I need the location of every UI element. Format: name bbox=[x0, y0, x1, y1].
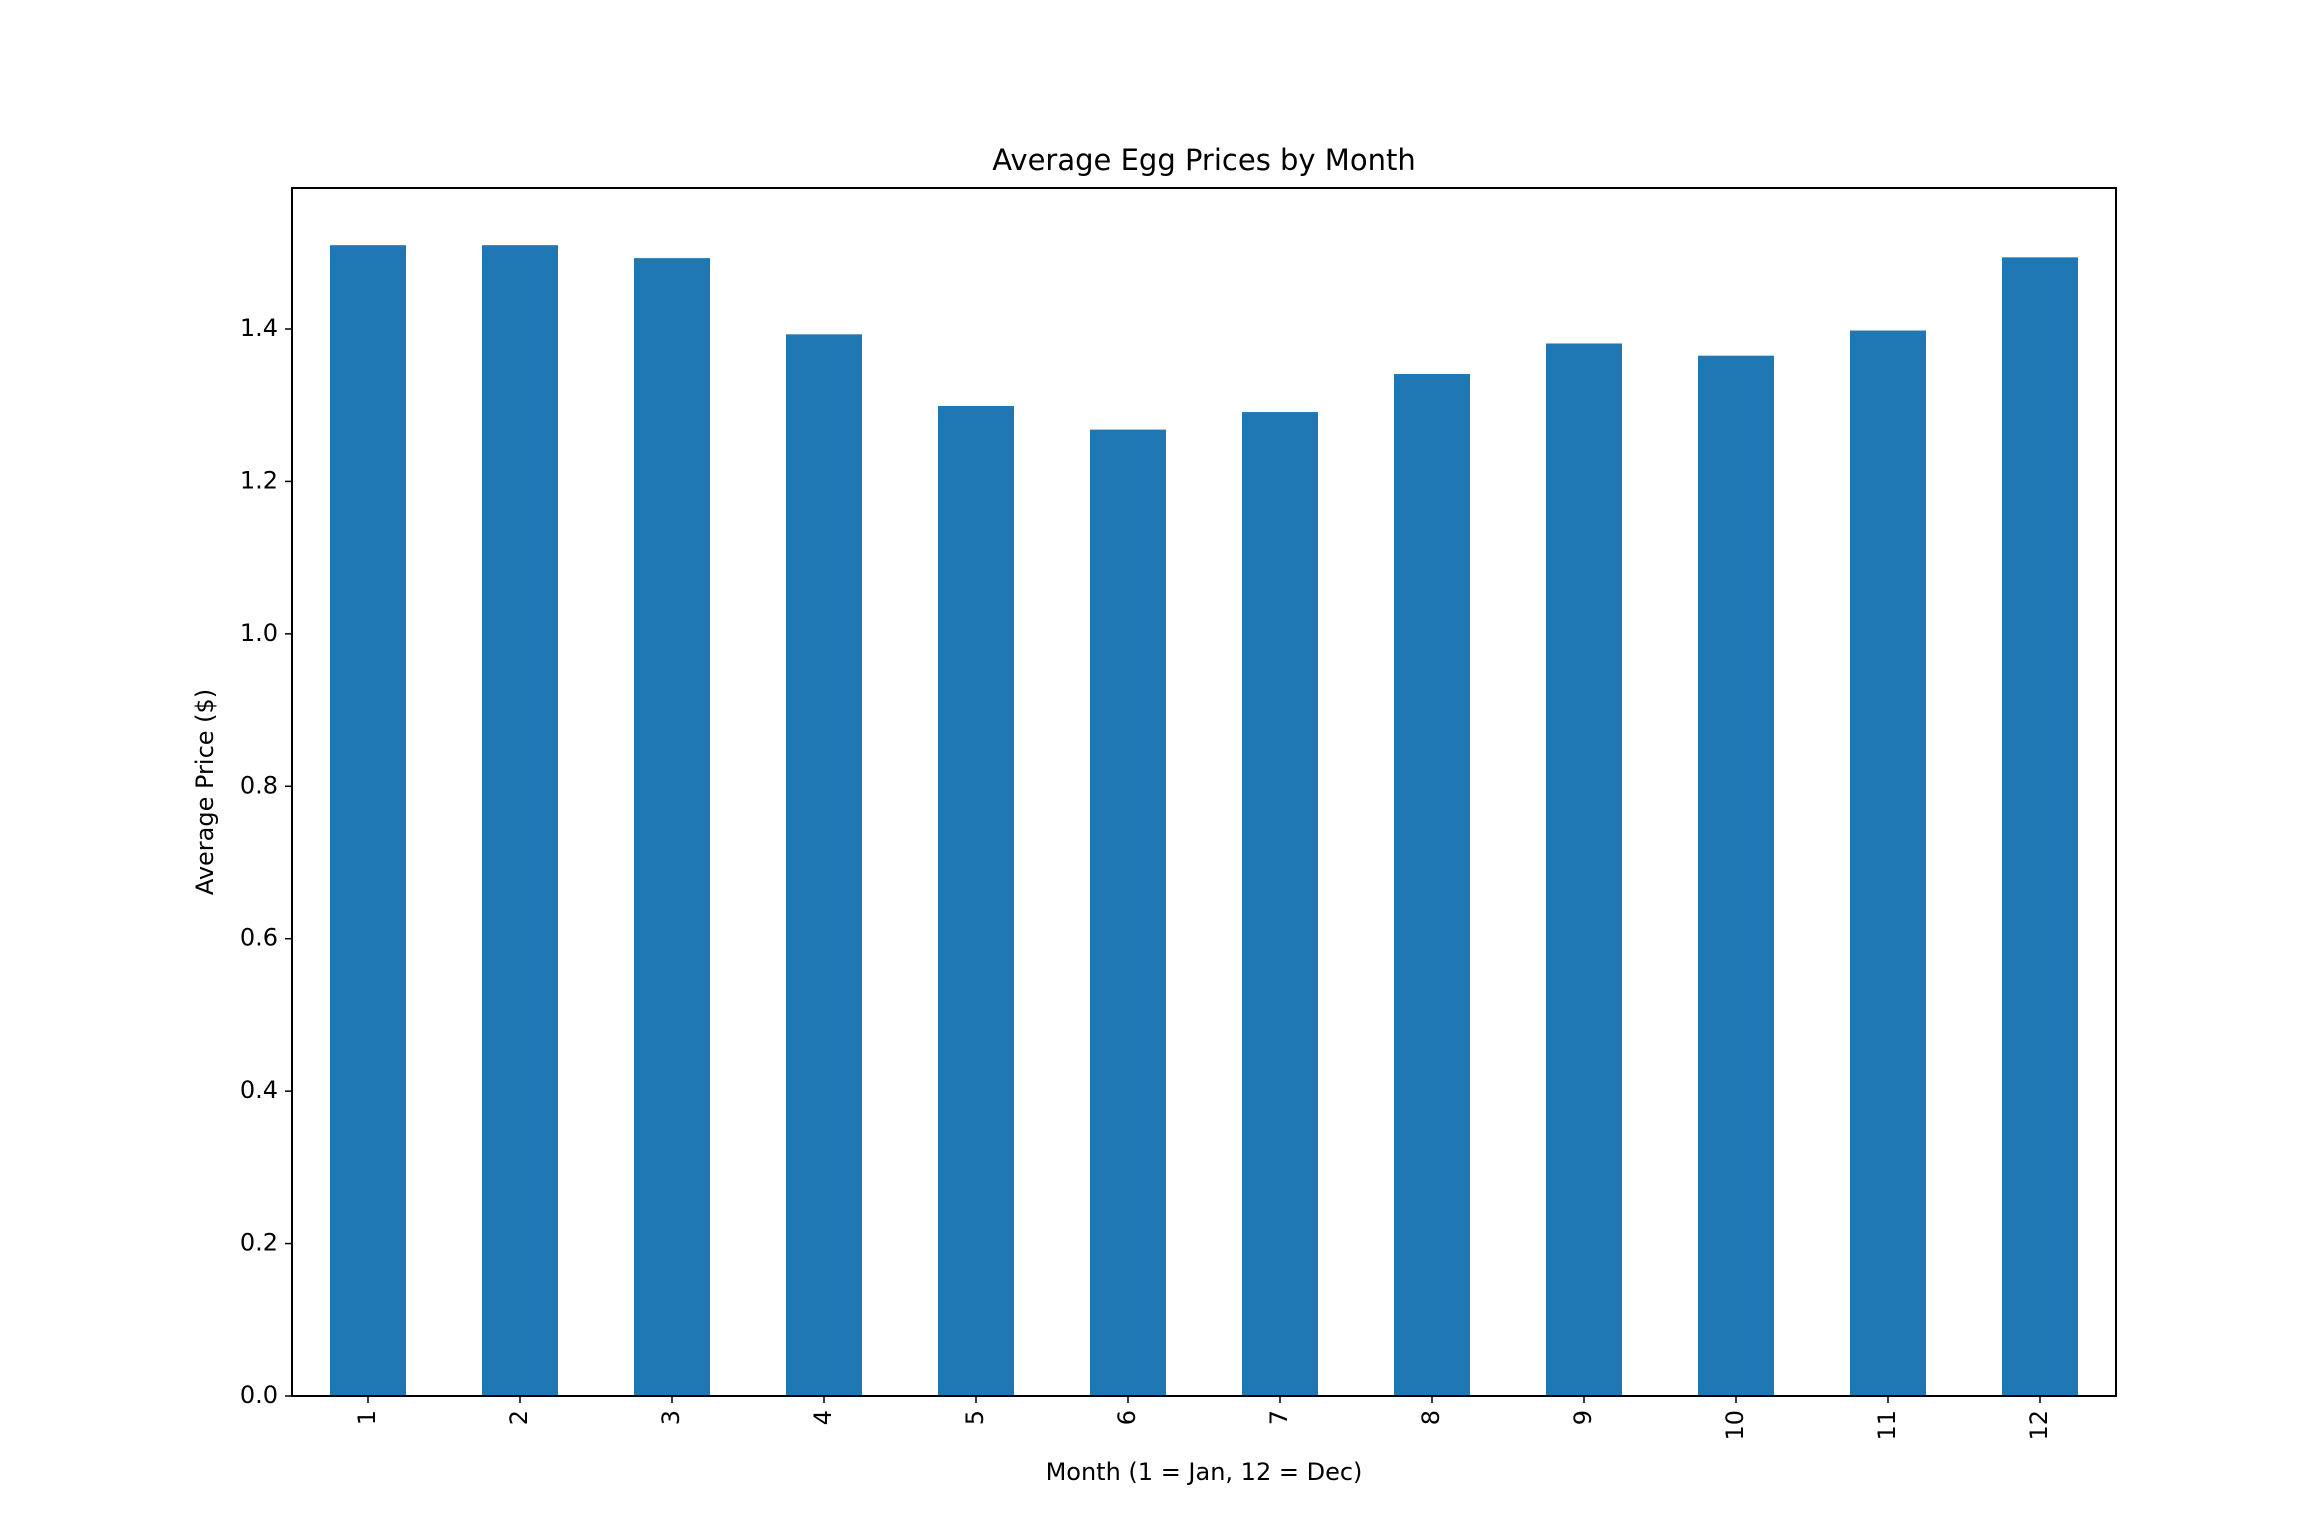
x-tick-label: 12 bbox=[2025, 1410, 2053, 1441]
y-tick-label: 0.8 bbox=[240, 771, 278, 799]
x-axis-ticks: 1 2 3 4 5 6 7 8 9 10 11 12 bbox=[353, 1396, 2053, 1441]
x-tick-label: 11 bbox=[1873, 1410, 1901, 1441]
bars bbox=[330, 245, 2078, 1397]
bar-month-9 bbox=[1546, 343, 1622, 1397]
plot-area-frame bbox=[291, 187, 2117, 1397]
y-tick-label: 0.6 bbox=[240, 924, 278, 952]
bar-month-6 bbox=[1090, 429, 1166, 1397]
x-tick-label: 2 bbox=[505, 1410, 533, 1425]
bar-month-10 bbox=[1698, 355, 1774, 1397]
x-axis-label: Month (1 = Jan, 12 = Dec) bbox=[1046, 1458, 1363, 1486]
bar-month-8 bbox=[1394, 373, 1470, 1397]
x-tick-label: 8 bbox=[1417, 1410, 1445, 1425]
bar-month-1 bbox=[330, 245, 406, 1396]
y-axis-ticks: 0.0 0.2 0.4 0.6 0.8 1.0 1.2 1.4 bbox=[240, 314, 292, 1409]
x-tick-label: 6 bbox=[1113, 1410, 1141, 1425]
bar-month-7 bbox=[1242, 412, 1318, 1396]
y-tick-label: 1.0 bbox=[240, 619, 278, 647]
chart-title: Average Egg Prices by Month bbox=[992, 143, 1415, 177]
y-tick-label: 0.2 bbox=[240, 1229, 278, 1257]
x-tick-label: 4 bbox=[809, 1410, 837, 1425]
x-tick-label: 1 bbox=[353, 1410, 381, 1425]
bar-month-12 bbox=[2002, 257, 2078, 1396]
bar-month-4 bbox=[786, 334, 862, 1397]
bar-month-5 bbox=[938, 405, 1014, 1396]
bar-month-3 bbox=[634, 258, 710, 1397]
bar-month-11 bbox=[1850, 330, 1926, 1397]
x-tick-label: 7 bbox=[1265, 1410, 1293, 1425]
y-tick-label: 1.2 bbox=[240, 466, 278, 494]
y-axis-label: Average Price ($) bbox=[191, 689, 219, 895]
x-tick-label: 5 bbox=[961, 1410, 989, 1425]
y-tick-label: 1.4 bbox=[240, 314, 278, 342]
y-tick-label: 0.0 bbox=[240, 1381, 278, 1409]
x-tick-label: 3 bbox=[657, 1410, 685, 1425]
x-tick-label: 10 bbox=[1721, 1410, 1749, 1441]
bar-month-2 bbox=[482, 245, 558, 1396]
x-tick-label: 9 bbox=[1569, 1410, 1597, 1425]
y-tick-label: 0.4 bbox=[240, 1076, 278, 1104]
